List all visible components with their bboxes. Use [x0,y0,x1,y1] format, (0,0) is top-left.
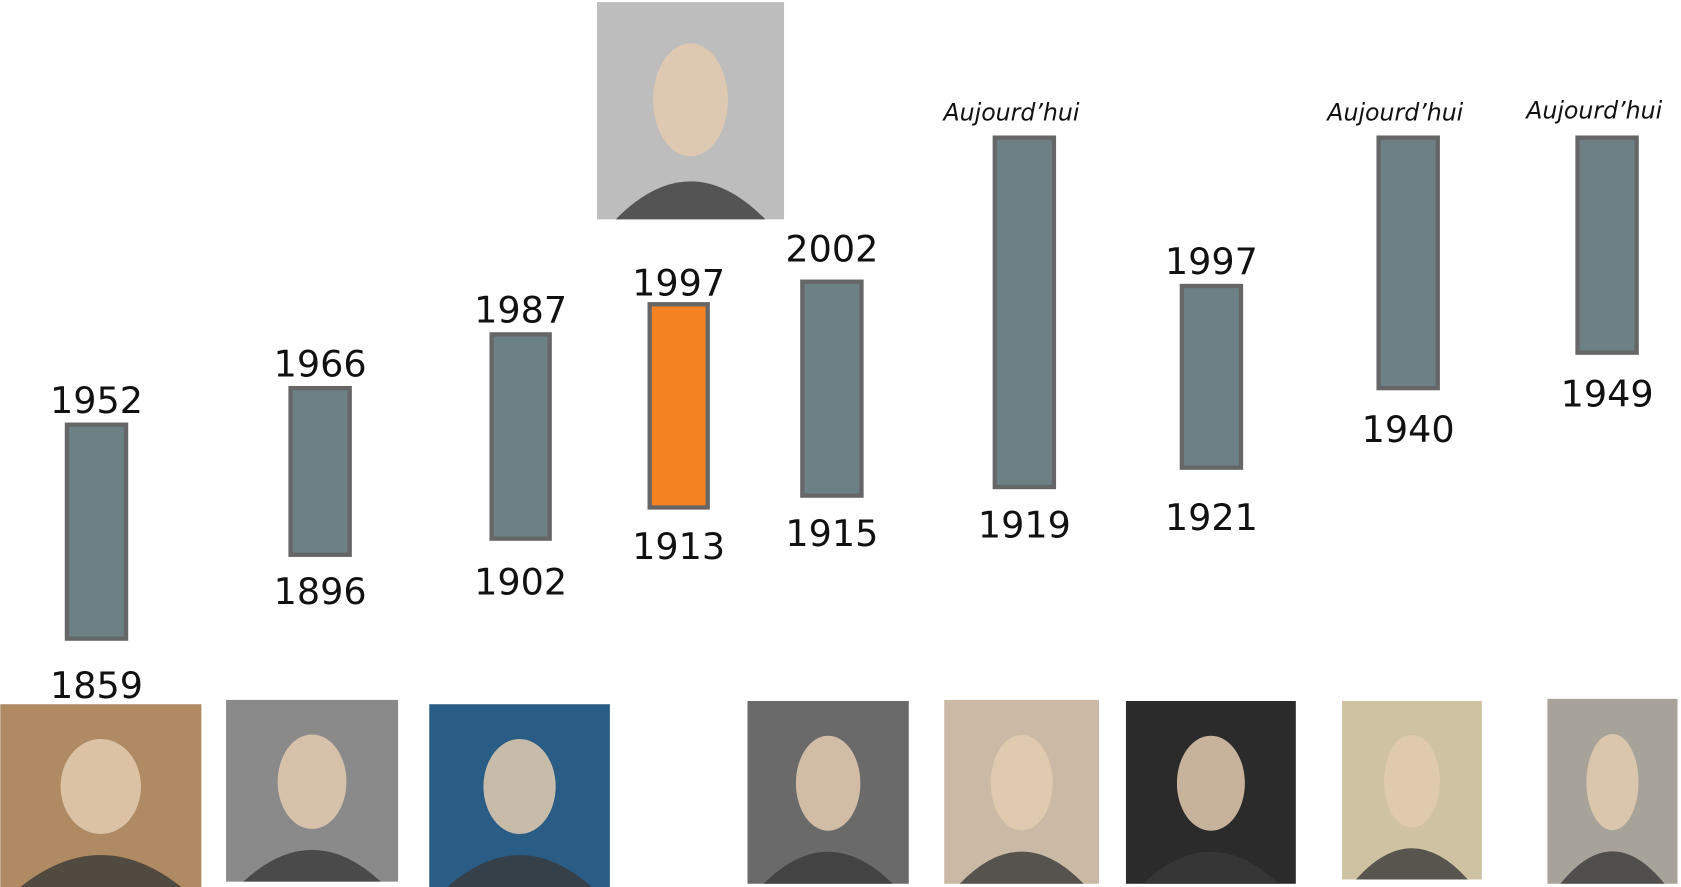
end-label: 2002 [785,227,878,270]
lifespan-bar [802,282,861,496]
start-label: 1902 [474,561,567,604]
photo-face [1384,735,1440,828]
lifespan-bar [995,138,1054,487]
photo-face [653,43,728,156]
lifespan-bar [1182,286,1241,468]
start-label: 1913 [632,525,725,568]
photo-face [796,736,861,831]
photo-face [1177,736,1245,831]
lifespan-bar [650,304,708,507]
end-label: Aujourd’hui [1325,98,1463,126]
lifespan-bar [67,425,126,639]
end-label: 1987 [474,289,567,332]
photo-face [278,734,347,828]
lifespan-bar [492,334,550,538]
start-label: 1859 [50,664,143,707]
start-label: 1921 [1165,496,1258,539]
photo-face [1586,734,1638,830]
end-label: 1952 [50,379,143,422]
lifespan-bar [291,388,350,555]
start-label: 1949 [1561,372,1654,415]
end-label: 1966 [274,342,367,385]
end-label: Aujourd’hui [1524,96,1662,124]
end-label: 1997 [1165,240,1258,283]
photo-face [61,739,141,834]
end-label: Aujourd’hui [941,98,1079,126]
timeline-diagram: 1952 1859 1966 1896 1987 1902 1997 1913 2002 1915… [0,0,1681,887]
photo-face [991,735,1053,831]
page: {"timeline": [ {"end": "1952", "start": … [0,0,1681,887]
start-label: 1915 [785,512,878,555]
start-label: 1940 [1362,408,1455,451]
start-label: 1896 [274,570,367,613]
lifespan-bar [1578,138,1637,353]
lifespan-bar [1379,138,1438,389]
start-label: 1919 [978,504,1071,547]
end-label: 1997 [632,262,725,305]
photo-face [483,739,555,834]
